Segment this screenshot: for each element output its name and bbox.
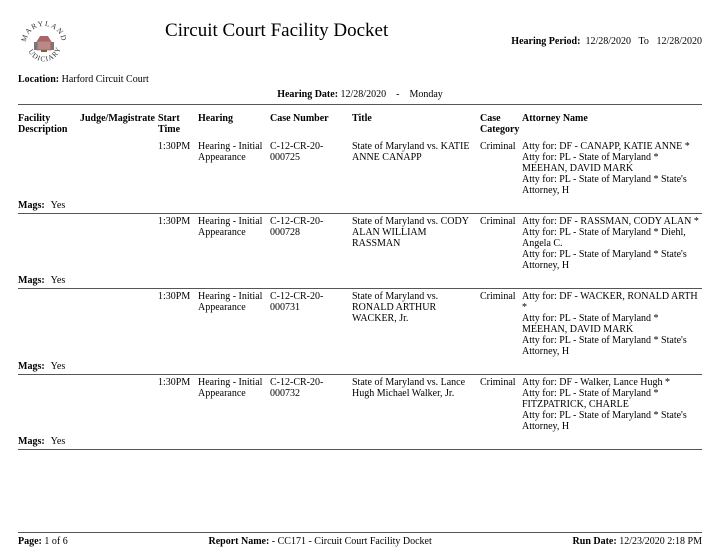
table-cell: State of Maryland vs. Lance Hugh Michael…: [352, 375, 480, 435]
table-cell: State of Maryland vs. KATIE ANNE CANAPP: [352, 139, 480, 198]
attorney-line: Atty for: PL - State of Maryland * MEEHA…: [522, 313, 699, 335]
attorney-line: Atty for: PL - State of Maryland * MEEHA…: [522, 152, 699, 174]
hearing-period: Hearing Period: 12/28/2020 To 12/28/2020: [511, 18, 702, 47]
col-facility: Facility Description: [18, 111, 80, 139]
table-cell: 1:30PM: [158, 214, 198, 274]
mags-cell: Mags: Yes: [18, 359, 702, 375]
mags-row: Mags: Yes: [18, 198, 702, 214]
attorney-cell: Atty for: DF - WACKER, RONALD ARTH *Atty…: [522, 289, 702, 360]
table-cell: [80, 375, 158, 435]
mags-value: Yes: [51, 200, 66, 211]
attorney-line: Atty for: PL - State of Maryland * FITZP…: [522, 388, 699, 410]
mags-cell: Mags: Yes: [18, 198, 702, 214]
attorney-cell: Atty for: DF - RASSMAN, CODY ALAN *Atty …: [522, 214, 702, 274]
table-cell: C-12-CR-20-000725: [270, 139, 352, 198]
table-cell: [80, 139, 158, 198]
document-title: Circuit Court Facility Docket: [42, 20, 511, 42]
table-cell: 1:30PM: [158, 139, 198, 198]
attorney-cell: Atty for: DF - CANAPP, KATIE ANNE *Atty …: [522, 139, 702, 198]
table-cell: Criminal: [480, 289, 522, 360]
table-header-row: Facility Description Judge/Magistrate St…: [18, 111, 702, 139]
table-cell: Hearing - Initial Appearance: [198, 139, 270, 198]
table-cell: [18, 375, 80, 435]
table-cell: State of Maryland vs. RONALD ARTHUR WACK…: [352, 289, 480, 360]
mags-label: Mags:: [18, 200, 45, 211]
table-cell: [18, 139, 80, 198]
hearing-date-value: 12/28/2020: [341, 89, 387, 100]
attorney-line: Atty for: DF - Walker, Lance Hugh *: [522, 377, 699, 388]
page-header: MARYLAND JUDICIARY Circuit Court Facilit…: [18, 18, 702, 70]
table-cell: 1:30PM: [158, 289, 198, 360]
col-judge: Judge/Magistrate: [80, 111, 158, 139]
mags-value: Yes: [51, 436, 66, 447]
col-case-number: Case Number: [270, 111, 352, 139]
hearing-date-sep: -: [396, 89, 399, 100]
table-cell: [80, 214, 158, 274]
attorney-line: Atty for: DF - WACKER, RONALD ARTH *: [522, 291, 699, 313]
attorney-line: Atty for: PL - State of Maryland * State…: [522, 410, 699, 432]
mags-row: Mags: Yes: [18, 434, 702, 450]
mags-value: Yes: [51, 361, 66, 372]
footer-run-label: Run Date:: [573, 536, 617, 547]
table-cell: Criminal: [480, 214, 522, 274]
table-cell: Hearing - Initial Appearance: [198, 289, 270, 360]
attorney-line: Atty for: DF - RASSMAN, CODY ALAN *: [522, 216, 699, 227]
mags-value: Yes: [51, 275, 66, 286]
footer-report-label: Report Name:: [208, 536, 269, 547]
hearing-date-label: Hearing Date:: [277, 89, 338, 100]
table-row: 1:30PMHearing - Initial AppearanceC-12-C…: [18, 375, 702, 435]
footer-report-value: - CC171 - Circuit Court Facility Docket: [272, 536, 432, 547]
table-cell: C-12-CR-20-000728: [270, 214, 352, 274]
footer-run-value: 12/23/2020 2:18 PM: [619, 536, 702, 547]
location-row: Location: Harford Circuit Court: [18, 74, 702, 85]
col-title: Title: [352, 111, 480, 139]
table-cell: [80, 289, 158, 360]
footer-page: Page: 1 of 6: [18, 536, 68, 547]
col-attorney: Attorney Name: [522, 111, 702, 139]
attorney-line: Atty for: PL - State of Maryland * State…: [522, 174, 699, 196]
mags-row: Mags: Yes: [18, 273, 702, 289]
mags-cell: Mags: Yes: [18, 434, 702, 450]
hearing-period-to: 12/28/2020: [656, 36, 702, 47]
table-cell: 1:30PM: [158, 375, 198, 435]
footer-report: Report Name: - CC171 - Circuit Court Fac…: [208, 536, 431, 547]
attorney-line: Atty for: PL - State of Maryland * State…: [522, 249, 699, 271]
hearing-date-day: Monday: [409, 89, 442, 100]
table-cell: [18, 214, 80, 274]
col-hearing: Hearing: [198, 111, 270, 139]
attorney-line: Atty for: DF - CANAPP, KATIE ANNE *: [522, 141, 699, 152]
table-cell: Hearing - Initial Appearance: [198, 375, 270, 435]
col-start: Start Time: [158, 111, 198, 139]
hearing-period-label: Hearing Period:: [511, 36, 580, 47]
location-label: Location:: [18, 74, 59, 85]
mags-label: Mags:: [18, 361, 45, 372]
mags-row: Mags: Yes: [18, 359, 702, 375]
table-cell: State of Maryland vs. CODY ALAN WILLIAM …: [352, 214, 480, 274]
table-cell: C-12-CR-20-000731: [270, 289, 352, 360]
mags-cell: Mags: Yes: [18, 273, 702, 289]
footer-run: Run Date: 12/23/2020 2:18 PM: [573, 536, 702, 547]
table-row: 1:30PMHearing - Initial AppearanceC-12-C…: [18, 139, 702, 198]
docket-table: Facility Description Judge/Magistrate St…: [18, 111, 702, 450]
table-row: 1:30PMHearing - Initial AppearanceC-12-C…: [18, 289, 702, 360]
table-row: 1:30PMHearing - Initial AppearanceC-12-C…: [18, 214, 702, 274]
table-cell: Criminal: [480, 139, 522, 198]
footer-page-label: Page:: [18, 536, 42, 547]
page-footer: Page: 1 of 6 Report Name: - CC171 - Circ…: [18, 532, 702, 547]
mags-label: Mags:: [18, 275, 45, 286]
table-cell: Criminal: [480, 375, 522, 435]
hearing-period-sep: To: [639, 36, 649, 47]
location-value: Harford Circuit Court: [62, 74, 149, 85]
col-category: Case Category: [480, 111, 522, 139]
table-cell: Hearing - Initial Appearance: [198, 214, 270, 274]
table-cell: [18, 289, 80, 360]
table-cell: C-12-CR-20-000732: [270, 375, 352, 435]
hearing-date-row: Hearing Date: 12/28/2020 - Monday: [18, 89, 702, 105]
mags-label: Mags:: [18, 436, 45, 447]
attorney-line: Atty for: PL - State of Maryland * State…: [522, 335, 699, 357]
attorney-line: Atty for: PL - State of Maryland * Diehl…: [522, 227, 699, 249]
hearing-period-from: 12/28/2020: [585, 36, 631, 47]
attorney-cell: Atty for: DF - Walker, Lance Hugh *Atty …: [522, 375, 702, 435]
footer-page-value: 1 of 6: [44, 536, 67, 547]
